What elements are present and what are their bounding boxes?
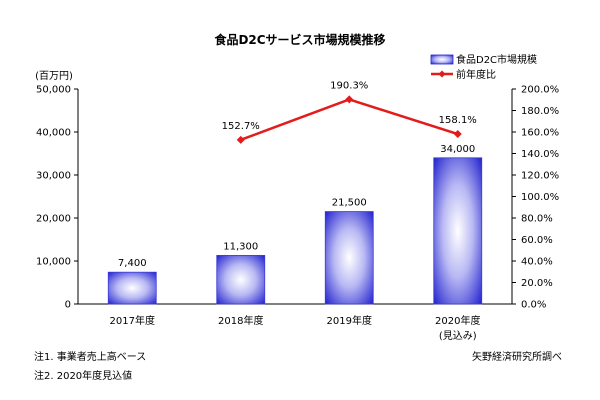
bar <box>324 211 374 305</box>
x-tick-sublabel: (見込み) <box>439 330 477 342</box>
bar-series: 7,400 11,300 21,500 34,000 <box>107 144 483 305</box>
line-data-label: 190.3% <box>330 80 368 91</box>
y-tick-label-right: 0.0% <box>521 300 546 311</box>
legend-swatch-marker <box>438 70 446 78</box>
chart-title: 食品D2Cサービス市場規模推移 <box>213 32 385 47</box>
source-credit: 矢野経済研究所調べ <box>472 352 562 363</box>
note-1: 注1. 事業者売上高ベース <box>34 352 147 363</box>
y-tick-label-right: 60.0% <box>521 235 553 246</box>
y-tick-label-left: 10,000 <box>36 257 71 268</box>
line-path <box>240 98 459 142</box>
line-point <box>236 135 245 144</box>
line-data-label: 158.1% <box>439 115 477 126</box>
y-tick-label-right: 80.0% <box>521 214 553 225</box>
y-axis-left: 0 10,000 20,000 30,000 40,000 50,000 <box>36 85 79 311</box>
y-tick-label-left: 50,000 <box>36 85 71 96</box>
legend-label-bar: 食品D2C市場規模 <box>456 53 537 66</box>
y-tick-label-right: 180.0% <box>521 106 559 117</box>
bar <box>107 271 157 305</box>
y-tick-label-right: 40.0% <box>521 257 553 268</box>
y-tick-label-right: 120.0% <box>521 171 559 182</box>
legend-swatch-bar <box>430 54 454 65</box>
y-tick-label-right: 20.0% <box>521 278 553 289</box>
y-tick-label-left: 40,000 <box>36 128 71 139</box>
legend-label-line: 前年度比 <box>456 68 496 81</box>
bar <box>433 157 483 305</box>
y-tick-label-right: 100.0% <box>521 192 559 203</box>
y-tick-label-right: 200.0% <box>521 85 559 96</box>
bar-data-label: 34,000 <box>440 144 475 155</box>
note-2: 注2. 2020年度見込値 <box>34 371 133 382</box>
x-tick-label: 2018年度 <box>218 314 263 327</box>
x-tick-label: 2019年度 <box>327 314 372 327</box>
bar-data-label: 21,500 <box>332 198 367 209</box>
bar <box>216 255 266 305</box>
bar-data-label: 7,400 <box>118 258 147 269</box>
y-tick-label-right: 160.0% <box>521 128 559 139</box>
y-tick-label-left: 20,000 <box>36 214 71 225</box>
line-point <box>345 95 354 104</box>
line-series: 152.7% 190.3% 158.1% <box>222 80 477 144</box>
line-data-label: 152.7% <box>222 121 260 132</box>
x-axis: 2017年度 2018年度 2019年度 2020年度 (見込み) <box>78 303 512 342</box>
line-point <box>453 130 462 139</box>
y-tick-label-left: 0 <box>65 300 71 311</box>
y-unit-label: (百万円) <box>35 70 73 82</box>
y-tick-label-left: 30,000 <box>36 171 71 182</box>
legend: 食品D2C市場規模 前年度比 <box>430 53 537 81</box>
bar-data-label: 11,300 <box>223 241 258 252</box>
y-tick-label-right: 140.0% <box>521 149 559 160</box>
y-axis-right: 0.0% 20.0% 40.0% 60.0% 80.0% 100.0% 120.0% 140.… <box>511 85 559 311</box>
x-tick-label: 2017年度 <box>110 314 155 327</box>
x-tick-label: 2020年度 <box>435 314 480 327</box>
